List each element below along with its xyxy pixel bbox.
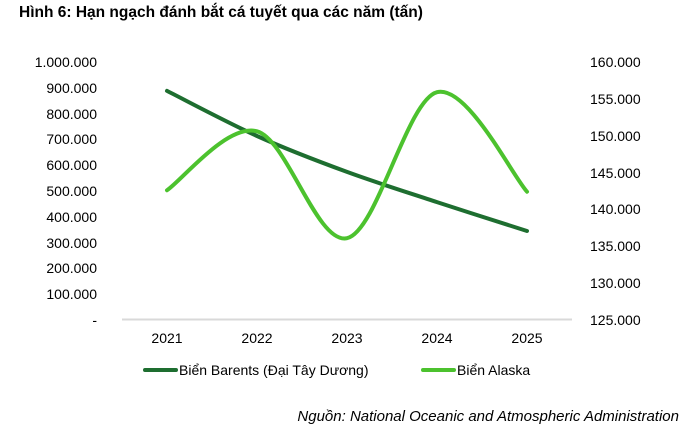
legend-swatch-alaska <box>421 368 456 372</box>
legend-item-barents: Biển Barents (Đại Tây Dương) <box>143 362 368 378</box>
left-axis-tick-label: 500.000 <box>46 183 97 199</box>
left-axis-tick-label: 900.000 <box>46 79 97 96</box>
right-axis-tick-label: 145.000 <box>590 164 641 181</box>
right-axis-tick-label: 125.000 <box>590 312 641 328</box>
x-axis-tick-label: 2023 <box>331 330 363 346</box>
legend-label-barents: Biển Barents (Đại Tây Dương) <box>179 362 369 378</box>
legend-swatch-barents <box>143 368 178 372</box>
left-axis-tick-label: 300.000 <box>46 234 97 251</box>
legend: Biển Barents (Đại Tây Dương) Biển Alaska <box>0 362 690 382</box>
left-axis-tick-label: 1.000.000 <box>34 54 97 70</box>
series-line-barents <box>165 88 529 233</box>
right-axis-tick-label: 160.000 <box>590 54 641 70</box>
right-axis-tick-label: 140.000 <box>590 201 641 218</box>
right-axis-tick-label: 135.000 <box>590 238 641 255</box>
left-axis-tick-label: 200.000 <box>46 260 97 277</box>
left-axis-tick-label: 800.000 <box>46 105 97 122</box>
left-axis-tick-label: 100.000 <box>46 286 97 303</box>
right-axis-tick-label: 150.000 <box>590 127 641 144</box>
chart-title: Hình 6: Hạn ngạch đánh bắt cá tuyết qua … <box>19 4 423 21</box>
x-axis-tick-label: 2022 <box>241 330 273 346</box>
left-axis-tick-label: - <box>92 312 97 328</box>
left-axis-tick-label: 600.000 <box>46 157 97 174</box>
right-axis-tick-label: 130.000 <box>590 275 641 292</box>
legend-label-alaska: Biển Alaska <box>457 362 531 378</box>
x-axis-tick-label: 2025 <box>511 330 543 346</box>
source-note: Nguồn: National Oceanic and Atmospheric … <box>297 408 679 425</box>
x-axis-tick-label: 2021 <box>151 330 183 346</box>
series-line-alaska <box>165 90 529 241</box>
legend-item-alaska: Biển Alaska <box>421 362 530 378</box>
right-axis-tick-label: 155.000 <box>590 90 641 107</box>
left-axis-tick-label: 400.000 <box>46 208 97 225</box>
left-axis-tick-label: 700.000 <box>46 131 97 148</box>
x-axis-tick-label: 2024 <box>421 330 453 346</box>
